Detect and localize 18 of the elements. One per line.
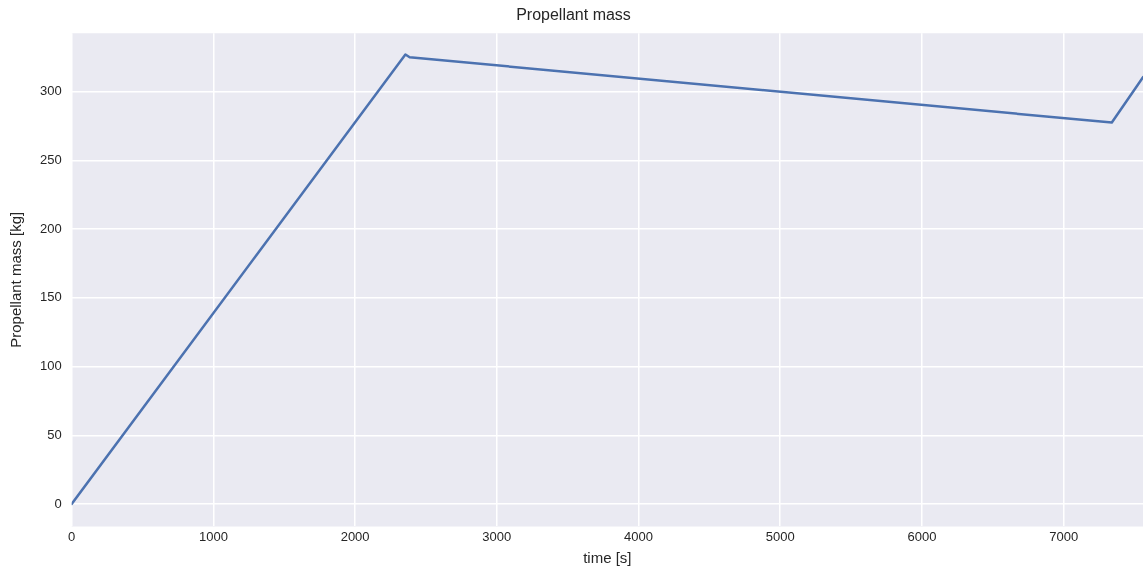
y-tick-label: 300: [39, 83, 62, 99]
x-tick-label: 7000: [1049, 528, 1079, 544]
y-tick-label: 200: [39, 220, 62, 236]
x-tick-label: 6000: [907, 528, 937, 544]
chart-title: Propellant mass: [516, 6, 631, 24]
x-tick-label: 0: [68, 528, 76, 544]
y-axis-title: Propellant mass [kg]: [7, 211, 25, 348]
x-axis-title: time [s]: [583, 549, 632, 567]
y-tick-label: 250: [39, 151, 62, 167]
x-tick-label: 4000: [624, 528, 653, 544]
x-tick-label: 5000: [765, 528, 795, 544]
x-tick-label: 2000: [340, 528, 370, 544]
y-tick-label: 50: [47, 426, 62, 442]
y-tick-label: 150: [39, 289, 62, 305]
x-tick-label: 1000: [198, 528, 228, 544]
x-tick-label: 3000: [482, 528, 512, 544]
y-tick-label: 0: [54, 495, 62, 511]
y-tick-label: 100: [39, 358, 62, 374]
